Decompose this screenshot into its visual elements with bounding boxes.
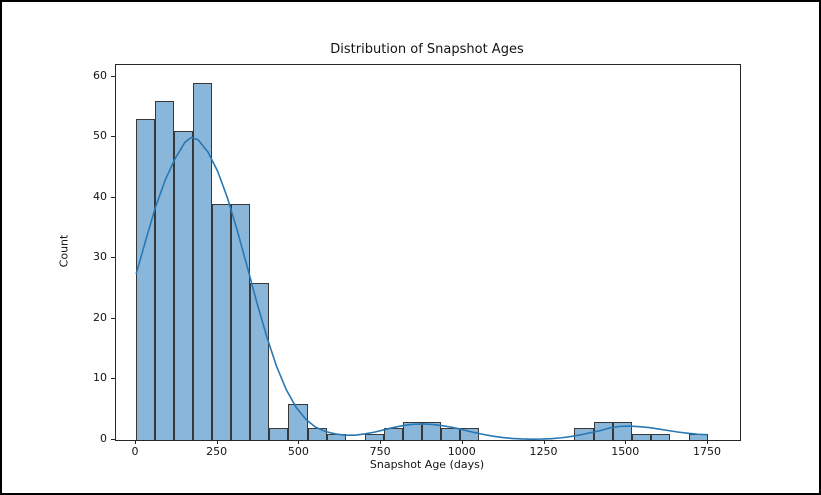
x-tick-label: 1750 [692, 445, 721, 458]
y-tick-label: 20 [93, 310, 107, 324]
y-tick-mark [111, 378, 115, 380]
x-tick-mark [625, 440, 627, 444]
x-tick-label: 1250 [529, 445, 558, 458]
chart-title: Distribution of Snapshot Ages [330, 42, 524, 57]
x-tick-label: 500 [287, 445, 309, 458]
x-tick-mark [543, 440, 545, 444]
y-tick-label: 30 [93, 250, 107, 264]
y-tick-mark [111, 317, 115, 319]
x-tick-label: 0 [131, 445, 139, 458]
y-axis-label: Count [57, 234, 71, 268]
x-axis-label: Snapshot Age (days) [369, 458, 485, 471]
histogram-bar [155, 101, 175, 440]
histogram-bar [402, 421, 422, 440]
histogram-bar [250, 282, 270, 440]
x-tick-label: 1000 [447, 445, 476, 458]
histogram-bar [383, 427, 403, 440]
histogram-bar [650, 433, 670, 440]
y-tick-label: 50 [93, 129, 107, 143]
histogram-bar [193, 82, 213, 440]
histogram-bar [441, 427, 461, 440]
x-tick-label: 750 [369, 445, 391, 458]
y-tick-mark [111, 196, 115, 198]
y-tick-mark [111, 439, 115, 440]
histogram-bar [269, 427, 289, 440]
x-tick-label: 1500 [611, 445, 640, 458]
histogram-bar [174, 131, 194, 440]
y-tick-mark [111, 75, 115, 77]
x-tick-mark [298, 440, 300, 444]
x-tick-mark [461, 440, 463, 444]
x-tick-mark [706, 440, 708, 444]
y-tick-label: 0 [100, 432, 107, 445]
x-tick-label: 250 [206, 445, 228, 458]
y-tick-label: 10 [93, 371, 107, 385]
y-tick-label: 60 [93, 68, 107, 82]
x-tick-mark [380, 440, 382, 444]
plot-area [115, 64, 741, 441]
y-tick-mark [111, 136, 115, 138]
histogram-bar [631, 433, 651, 440]
kde-line [135, 136, 708, 440]
x-tick-mark [216, 440, 218, 444]
y-tick-label: 40 [93, 189, 107, 203]
y-tick-mark [111, 257, 115, 259]
histogram-bar [135, 119, 155, 440]
histogram-bar [288, 403, 308, 440]
histogram-bar [421, 421, 441, 440]
histogram-bar [364, 433, 384, 440]
histogram-bar [593, 421, 613, 440]
x-tick-mark [134, 440, 136, 444]
histogram-bar [212, 203, 232, 440]
